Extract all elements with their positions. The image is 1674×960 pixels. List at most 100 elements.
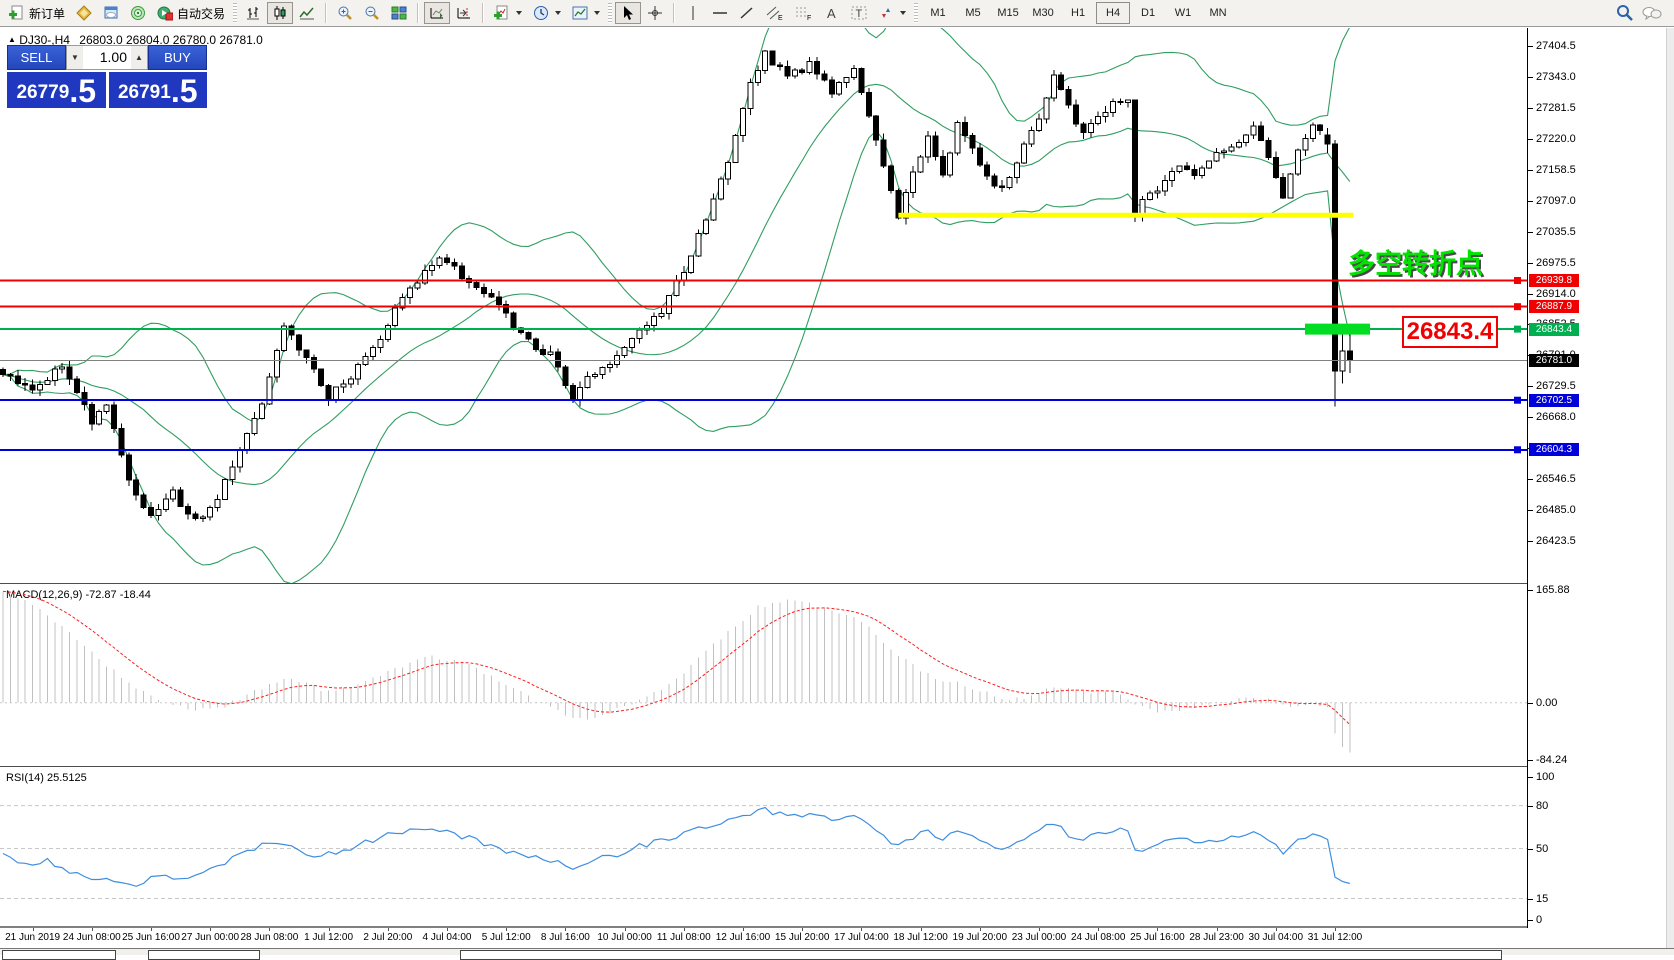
time-label: 15 Jul 20:00 (774, 932, 830, 943)
time-label: 8 Jul 16:00 (540, 932, 590, 943)
time-tick-mark (1098, 928, 1100, 931)
crosshair-button[interactable] (642, 2, 668, 24)
toolbar-separator (417, 3, 420, 23)
level-line-handle (1514, 325, 1521, 333)
fibonacci-icon: F (796, 7, 811, 21)
axis-tick-mark (1528, 702, 1533, 704)
volume-input[interactable]: 1.00 (99, 49, 127, 65)
time-label: 12 Jul 16:00 (715, 932, 771, 943)
price-tag: 26939.8 (1529, 273, 1579, 287)
time-label: 27 Jun 00:00 (181, 932, 240, 943)
timeframe-button-mn[interactable]: MN (1209, 7, 1227, 19)
time-tick-mark (447, 928, 448, 931)
arrows-dropdown-caret (900, 11, 907, 15)
toolbar-grip (233, 3, 238, 23)
time-axis[interactable]: 21 Jun 2019 24 Jun 08:00 25 Jun 16:00 27 Ju… (0, 928, 1674, 948)
timeframe-button-m1[interactable]: M1 (930, 7, 946, 19)
sell-button[interactable]: SELL (7, 45, 66, 70)
zoom-out-icon (365, 6, 379, 20)
axis-tick-mark (1528, 541, 1533, 543)
indicators-button[interactable] (489, 2, 527, 24)
time-tick-mark (1335, 928, 1336, 931)
price-callout-box: 26843.4 (1402, 316, 1498, 348)
timeframe-button-h1[interactable]: H1 (1071, 7, 1086, 19)
search-icon[interactable] (1616, 4, 1634, 22)
time-tick-mark (151, 928, 152, 931)
candlestick-button[interactable] (267, 2, 294, 24)
chart-tab[interactable] (148, 950, 260, 960)
chat-icon[interactable] (1642, 5, 1662, 21)
collapse-marker-icon[interactable]: ▲ (8, 35, 16, 44)
line-chart-button[interactable] (294, 2, 320, 24)
level-line-handle (1514, 276, 1521, 284)
crosshair-icon (648, 6, 663, 20)
time-tick-mark (802, 928, 804, 931)
chart-header: ▲ DJ30-,H4 26803.0 26804.0 26780.0 26781… (8, 33, 263, 47)
fibonacci-button[interactable]: F (790, 2, 818, 24)
horizontal-line-icon (713, 12, 728, 14)
bar-chart-button[interactable] (240, 2, 266, 24)
toolbar-separator (325, 3, 328, 23)
green-highlight-box (1305, 323, 1370, 335)
time-tick-mark (506, 928, 508, 931)
chart-window-button[interactable] (98, 2, 124, 24)
horizontal-line-button[interactable] (707, 2, 733, 24)
macd-panel[interactable]: MACD(12,26,9) -72.87 -18.44 (0, 586, 1527, 766)
periods-button[interactable] (528, 2, 566, 24)
chart-shift-button[interactable] (451, 2, 477, 24)
timeframe-button-h4[interactable]: H4 (1096, 2, 1131, 24)
timeframe-button-m15[interactable]: M15 (997, 7, 1019, 19)
price-axis[interactable]: 27404.5 27343.0 27281.5 27220.0 27158.5 27097… (1527, 28, 1667, 928)
equidistant-channel-button[interactable]: E (761, 2, 789, 24)
main-chart-panel[interactable]: ▲ DJ30-,H4 26803.0 26804.0 26780.0 26781… (0, 28, 1527, 583)
rsi-scale-label: 100 (1536, 771, 1555, 783)
vertical-line-button[interactable] (680, 2, 706, 24)
chart-tab[interactable] (460, 950, 1502, 960)
volume-increase-button[interactable]: ▲ (131, 46, 147, 69)
time-label: 2 Jul 20:00 (363, 932, 413, 943)
tile-windows-button[interactable] (386, 2, 412, 24)
quotes-row: 26779 .5 26791 .5 (7, 72, 207, 108)
candlestick-icon (274, 6, 286, 20)
timeframe-button-d1[interactable]: D1 (1141, 7, 1156, 19)
new-order-button[interactable]: 新订单 (4, 2, 70, 24)
signals-icon (131, 6, 146, 20)
buy-button[interactable]: BUY (148, 45, 207, 70)
auto-scroll-button[interactable] (424, 2, 451, 24)
macd-scale-label: 165.88 (1536, 584, 1570, 596)
timeframe-button-m30[interactable]: M30 (1032, 7, 1054, 19)
axis-tick-mark (1528, 805, 1533, 807)
autotrading-button[interactable]: 自动交易 (152, 2, 230, 24)
rsi-panel[interactable]: RSI(14) 25.5125 (0, 769, 1527, 928)
time-label: 5 Jul 12:00 (481, 932, 531, 943)
templates-button[interactable] (567, 2, 605, 24)
buy-price-frac: .5 (170, 73, 198, 109)
time-label: 1 Jul 12:00 (304, 932, 354, 943)
zoom-out-button[interactable] (359, 2, 385, 24)
time-label: 24 Jul 08:00 (1070, 932, 1126, 943)
timeframe-button-w1[interactable]: W1 (1174, 7, 1192, 19)
metaeditor-button[interactable] (71, 2, 97, 24)
sell-price-main: 26779 (16, 82, 70, 103)
sell-quote[interactable]: 26779 .5 (7, 72, 106, 108)
price-tag: 26781.0 (1529, 354, 1579, 368)
text-button[interactable]: A (819, 2, 845, 24)
new-order-label: 新订单 (29, 6, 66, 21)
templates-dropdown-caret (594, 11, 601, 15)
timeframe-button-m5[interactable]: M5 (965, 7, 981, 19)
time-tick-mark (210, 928, 212, 931)
scrollbar-strip[interactable] (1666, 28, 1674, 948)
candlestick-layer (0, 50, 1353, 523)
zoom-in-button[interactable] (332, 2, 358, 24)
time-tick-mark (565, 928, 567, 931)
signals-button[interactable] (125, 2, 151, 24)
arrows-button[interactable] (873, 2, 911, 24)
price-tag: 26702.5 (1529, 393, 1579, 407)
cursor-button[interactable] (615, 2, 642, 24)
trendline-button[interactable] (734, 2, 760, 24)
volume-decrease-button[interactable]: ▼ (67, 46, 83, 69)
text-label-button[interactable]: T (846, 2, 872, 24)
buy-quote[interactable]: 26791 .5 (108, 72, 207, 109)
time-label: 25 Jun 16:00 (122, 932, 180, 943)
chart-tab[interactable] (2, 950, 116, 960)
